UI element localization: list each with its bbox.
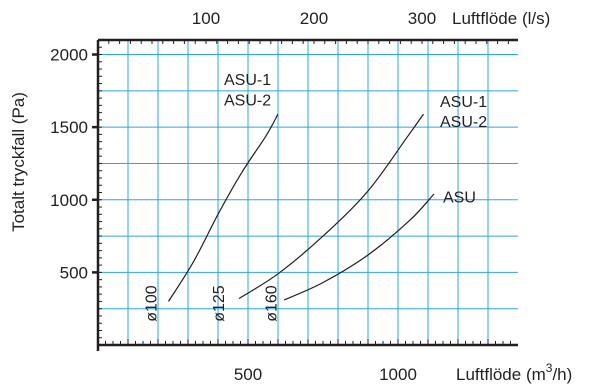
grid: [98, 40, 518, 345]
curve-annotation: ø160: [264, 285, 281, 322]
labels: 500 1000 1500 2000 500 1000 100 200 300 ASU-1 ASU-…: [50, 9, 487, 384]
y-tick-label: 1500: [50, 118, 88, 137]
series-line-ø160: [283, 193, 435, 301]
x-bottom-title-main: Luftflöde (m: [456, 365, 546, 384]
x-top-axis-title: Luftflöde (l/s): [452, 9, 550, 28]
series-line-ø100: [167, 113, 279, 302]
y-tick-label: 500: [60, 263, 88, 282]
x-bottom-title-sup: 3: [546, 361, 553, 375]
curve-annotation: ø100: [144, 285, 161, 322]
y-axis-title: Totalt tryckfall (Pa): [9, 92, 28, 232]
y-tick-label: 2000: [50, 46, 88, 65]
series-line-ø125: [238, 113, 424, 300]
curve-annotation: ASU-1: [440, 94, 487, 111]
x-bottom-title-end: /h): [552, 365, 572, 384]
x-bottom-tick-label: 1000: [379, 365, 417, 384]
x-top-tick-label: 300: [408, 9, 436, 28]
curve-annotation: ASU: [443, 190, 476, 207]
curve-annotation: ASU-2: [440, 114, 487, 131]
x-top-tick-label: 200: [300, 9, 328, 28]
curve-annotation: ASU-2: [224, 92, 271, 109]
x-top-tick-label: 100: [192, 9, 220, 28]
curve-annotation: ASU-1: [224, 72, 271, 89]
x-bottom-axis-title: Luftflöde (m3/h): [456, 361, 572, 384]
y-tick-label: 1000: [50, 191, 88, 210]
x-bottom-tick-label: 500: [234, 365, 262, 384]
axes: [92, 38, 518, 351]
curve-annotation: ø125: [211, 285, 228, 322]
curves: [167, 113, 435, 302]
